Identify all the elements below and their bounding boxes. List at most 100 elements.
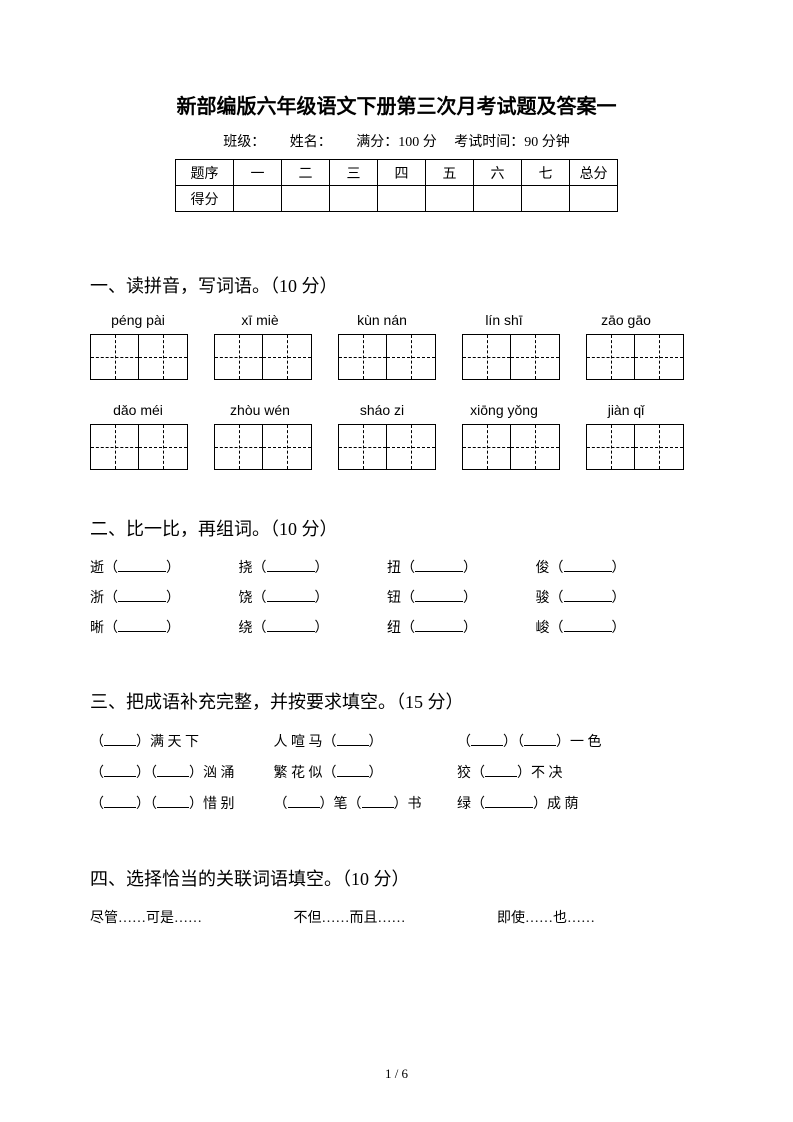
blank[interactable] — [337, 732, 369, 746]
blank[interactable] — [337, 763, 369, 777]
blank[interactable] — [524, 732, 556, 746]
text: 繁 花 似（ — [274, 766, 337, 781]
score-cell[interactable] — [234, 186, 282, 212]
blank[interactable] — [267, 618, 315, 632]
blank[interactable] — [415, 618, 463, 632]
text: ）笔（ — [320, 797, 362, 812]
score-cell[interactable] — [378, 186, 426, 212]
text: ）（ — [136, 797, 157, 812]
fullscore-label: 满分：100 分 — [356, 131, 437, 151]
char: 逝 — [90, 555, 104, 583]
blank[interactable] — [157, 794, 189, 808]
blank[interactable] — [267, 558, 315, 572]
col-7: 七 — [522, 160, 570, 186]
blank[interactable] — [564, 558, 612, 572]
blank[interactable] — [288, 794, 320, 808]
blank[interactable] — [157, 763, 189, 777]
col-5: 五 — [426, 160, 474, 186]
conn-option: 即使……也…… — [497, 905, 697, 933]
text: ）不 决 — [517, 766, 563, 781]
compare-line: 晰（） 绕（） 纽（） 峻（） — [90, 615, 703, 643]
col-2: 二 — [282, 160, 330, 186]
text: （ — [90, 797, 104, 812]
col-3: 三 — [330, 160, 378, 186]
pinyin-label: kùn nán — [334, 312, 430, 328]
text: ）成 荫 — [533, 797, 579, 812]
blank[interactable] — [485, 763, 517, 777]
section-heading: 三、把成语补充完整，并按要求填空。（15 分） — [90, 688, 703, 714]
text: ）汹 涌 — [189, 766, 235, 781]
blank[interactable] — [104, 794, 136, 808]
blank[interactable] — [564, 618, 612, 632]
text: （ — [457, 735, 471, 750]
blank[interactable] — [471, 732, 503, 746]
text: ）（ — [503, 735, 524, 750]
name-label: 姓名： — [290, 131, 332, 151]
section-heading: 一、读拼音，写词语。（10 分） — [90, 272, 703, 298]
score-cell[interactable] — [282, 186, 330, 212]
blank[interactable] — [415, 588, 463, 602]
blank[interactable] — [362, 794, 394, 808]
blank[interactable] — [104, 763, 136, 777]
char-box-pair[interactable] — [90, 334, 188, 380]
time-label: 考试时间：90 分钟 — [454, 131, 570, 151]
score-cell[interactable] — [522, 186, 570, 212]
section-3: 三、把成语补充完整，并按要求填空。（15 分） （）满 天 下 人 喧 马（） … — [90, 688, 703, 820]
col-4: 四 — [378, 160, 426, 186]
score-table: 题序 一 二 三 四 五 六 七 总分 得分 — [175, 159, 618, 212]
pinyin-label: péng pài — [90, 312, 186, 328]
char-box-pair[interactable] — [214, 424, 312, 470]
char: 纽 — [387, 615, 401, 643]
pinyin-label: xiōng yǒng — [456, 402, 552, 418]
info-line: 班级： 姓名： 满分：100 分 考试时间：90 分钟 — [90, 131, 703, 151]
box-row — [90, 334, 703, 380]
blank[interactable] — [485, 794, 533, 808]
blank[interactable] — [267, 588, 315, 602]
char-box-pair[interactable] — [90, 424, 188, 470]
pinyin-row: dǎo méi zhòu wén sháo zi xiōng yǒng jiàn… — [90, 402, 703, 418]
conn-line: 尽管……可是…… 不但……而且…… 即使……也…… — [90, 905, 703, 933]
char-box-pair[interactable] — [338, 334, 436, 380]
score-cell[interactable] — [474, 186, 522, 212]
text: 狡（ — [457, 766, 485, 781]
section-heading: 二、比一比，再组词。（10 分） — [90, 515, 703, 541]
score-cell[interactable] — [570, 186, 618, 212]
char: 骏 — [536, 585, 550, 613]
char: 钮 — [387, 585, 401, 613]
blank[interactable] — [118, 588, 166, 602]
char-box-pair[interactable] — [214, 334, 312, 380]
char-box-pair[interactable] — [586, 424, 684, 470]
section-heading: 四、选择恰当的关联词语填空。（10 分） — [90, 865, 703, 891]
char: 饶 — [239, 585, 253, 613]
char: 挠 — [239, 555, 253, 583]
blank[interactable] — [415, 558, 463, 572]
pinyin-label: jiàn qǐ — [578, 402, 674, 418]
pinyin-label: zāo gāo — [578, 312, 674, 328]
table-row: 题序 一 二 三 四 五 六 七 总分 — [176, 160, 618, 186]
conn-option: 不但……而且…… — [294, 905, 494, 933]
text: （ — [274, 797, 288, 812]
score-cell[interactable] — [330, 186, 378, 212]
section-1: 一、读拼音，写词语。（10 分） péng pài xī miè kùn nán… — [90, 272, 703, 470]
idiom-line: （）（）汹 涌 繁 花 似（） 狡（）不 决 — [90, 759, 703, 790]
text: ）惜 别 — [189, 797, 235, 812]
pinyin-label: zhòu wén — [212, 402, 308, 418]
char-box-pair[interactable] — [338, 424, 436, 470]
char-box-pair[interactable] — [586, 334, 684, 380]
pinyin-label: lín shī — [456, 312, 552, 328]
score-cell[interactable] — [426, 186, 474, 212]
blank[interactable] — [118, 618, 166, 632]
compare-line: 逝（） 挠（） 扭（） 俊（） — [90, 555, 703, 583]
pinyin-label: xī miè — [212, 312, 308, 328]
blank[interactable] — [118, 558, 166, 572]
score-label: 得分 — [176, 186, 234, 212]
pinyin-label: dǎo méi — [90, 402, 186, 418]
blank[interactable] — [564, 588, 612, 602]
blank[interactable] — [104, 732, 136, 746]
pinyin-row: péng pài xī miè kùn nán lín shī zāo gāo — [90, 312, 703, 328]
text: ）一 色 — [556, 735, 602, 750]
compare-line: 浙（） 饶（） 钮（） 骏（） — [90, 585, 703, 613]
char-box-pair[interactable] — [462, 424, 560, 470]
char-box-pair[interactable] — [462, 334, 560, 380]
char: 扭 — [387, 555, 401, 583]
